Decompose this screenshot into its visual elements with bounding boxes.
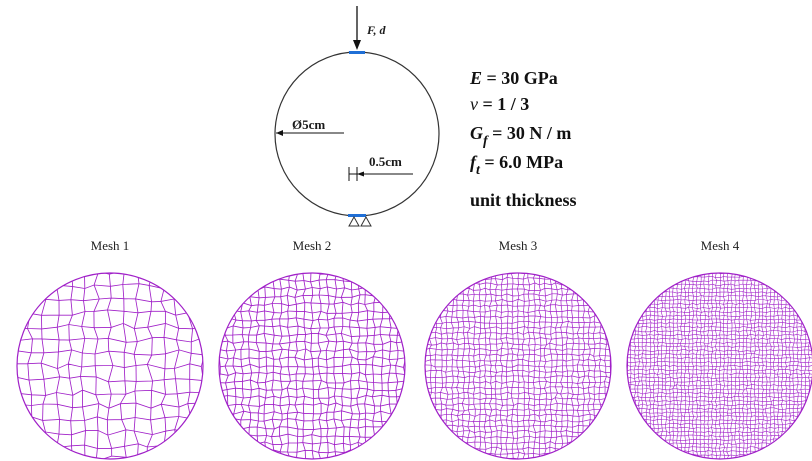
support-width-arrow (357, 171, 364, 177)
mesh-grid (219, 273, 405, 459)
prop-young-modulus: E = 30 GPa (469, 68, 558, 88)
mesh-boundary (16, 272, 204, 460)
diameter-label: Ø5cm (292, 117, 325, 132)
prop-tensile-strength: ft = 6.0 MPa (470, 152, 563, 178)
material-properties: E = 30 GPa ν = 1 / 3 Gf = 30 N / m ft = … (469, 68, 577, 210)
mesh-title: Mesh 1 (91, 238, 130, 253)
mesh-grid (425, 273, 611, 459)
load-label: F, d (366, 23, 386, 37)
mesh-grid (17, 273, 203, 459)
mesh-boundary (626, 272, 812, 460)
mesh-panel-4: Mesh 4 (626, 238, 812, 460)
mesh-lines (219, 273, 405, 459)
prop-poisson-ratio: ν = 1 / 3 (470, 94, 529, 114)
support-width-label: 0.5cm (369, 154, 402, 169)
support-left-triangle (348, 215, 360, 227)
mesh-panel-1: Mesh 1 (16, 238, 204, 460)
mesh-panel-3: Mesh 3 (424, 238, 612, 460)
mesh-lines (627, 273, 812, 459)
support-right-triangle (360, 215, 372, 227)
prop-fracture-energy: Gf = 30 N / m (470, 123, 571, 149)
diameter-dimension-arrow (276, 130, 283, 136)
disc-schematic: F, d Ø5cm 0.5cm (274, 6, 440, 227)
mesh-boundary (424, 272, 612, 460)
prop-thickness: unit thickness (470, 190, 577, 210)
mesh-title: Mesh 3 (499, 238, 538, 253)
mesh-title: Mesh 2 (293, 238, 332, 253)
mesh-boundary (218, 272, 406, 460)
mesh-grid (627, 273, 812, 459)
disc-outline (274, 51, 440, 217)
mesh-panel-2: Mesh 2 (218, 238, 406, 460)
mesh-lines (17, 273, 203, 459)
mesh-title: Mesh 4 (701, 238, 740, 253)
mesh-lines (425, 273, 611, 459)
load-arrow-head (353, 40, 361, 50)
